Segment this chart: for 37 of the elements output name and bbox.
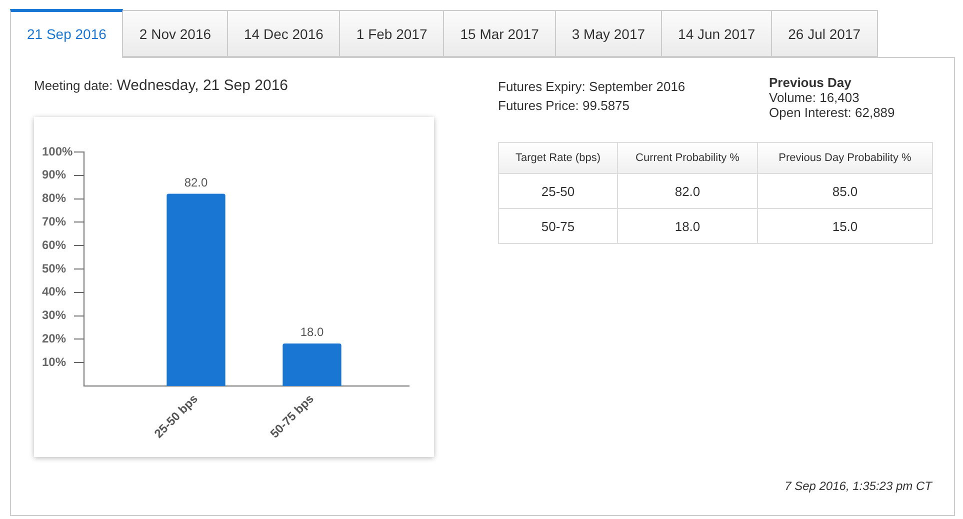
y-tick-label: 90% xyxy=(42,168,66,182)
y-tick-label: 100% xyxy=(42,144,74,158)
text: Previous Day xyxy=(769,75,852,90)
header-cell: Current Probability % xyxy=(618,142,758,174)
tab[interactable]: 15 Mar 2017 xyxy=(443,10,556,57)
y-tick-label: 10% xyxy=(42,354,66,369)
data-label: 18.0 xyxy=(300,325,324,340)
y-tick-label: 60% xyxy=(42,238,66,252)
table-cell: 18.0 xyxy=(618,208,758,244)
tab[interactable]: 14 Dec 2016 xyxy=(227,10,340,57)
y-tick-label: 40% xyxy=(42,284,66,299)
table-cell: 85.0 xyxy=(758,174,932,208)
tab[interactable]: 14 Jun 2017 xyxy=(661,10,772,57)
table-cell: 15.0 xyxy=(758,208,932,244)
tab[interactable]: 21 Sep 2016 xyxy=(10,9,124,58)
text: Futures Expiry: September 2016 xyxy=(498,79,686,94)
text: Wednesday, 21 Sep 2016 xyxy=(116,77,288,94)
tab[interactable]: 3 May 2017 xyxy=(554,10,662,57)
text: 7 Sep 2016, 1:35:23 pm CT xyxy=(784,478,932,494)
text: Open Interest: 62,889 xyxy=(769,105,895,120)
tab[interactable]: 26 Jul 2017 xyxy=(771,10,878,57)
table-cell: 25-50 xyxy=(498,174,618,208)
header-cell: Target Rate (bps) xyxy=(498,142,618,174)
y-tick-label: 20% xyxy=(42,332,66,346)
text: Volume: 16,403 xyxy=(769,90,860,105)
table-cell: 50-75 xyxy=(498,208,618,244)
y-tick-label: 30% xyxy=(42,308,66,322)
table-cell: 82.0 xyxy=(618,174,758,208)
tab[interactable]: 2 Nov 2016 xyxy=(122,10,228,57)
header-cell: Previous Day Probability % xyxy=(758,142,932,174)
y-tick-label: 70% xyxy=(42,214,66,229)
text: Futures Price: 99.5875 xyxy=(498,98,630,113)
tab[interactable]: 1 Feb 2017 xyxy=(339,10,444,57)
data-label: 82.0 xyxy=(184,175,208,190)
y-tick-label: 80% xyxy=(42,191,66,206)
y-tick-label: 50% xyxy=(42,261,66,276)
text: Meeting date: xyxy=(34,78,113,93)
